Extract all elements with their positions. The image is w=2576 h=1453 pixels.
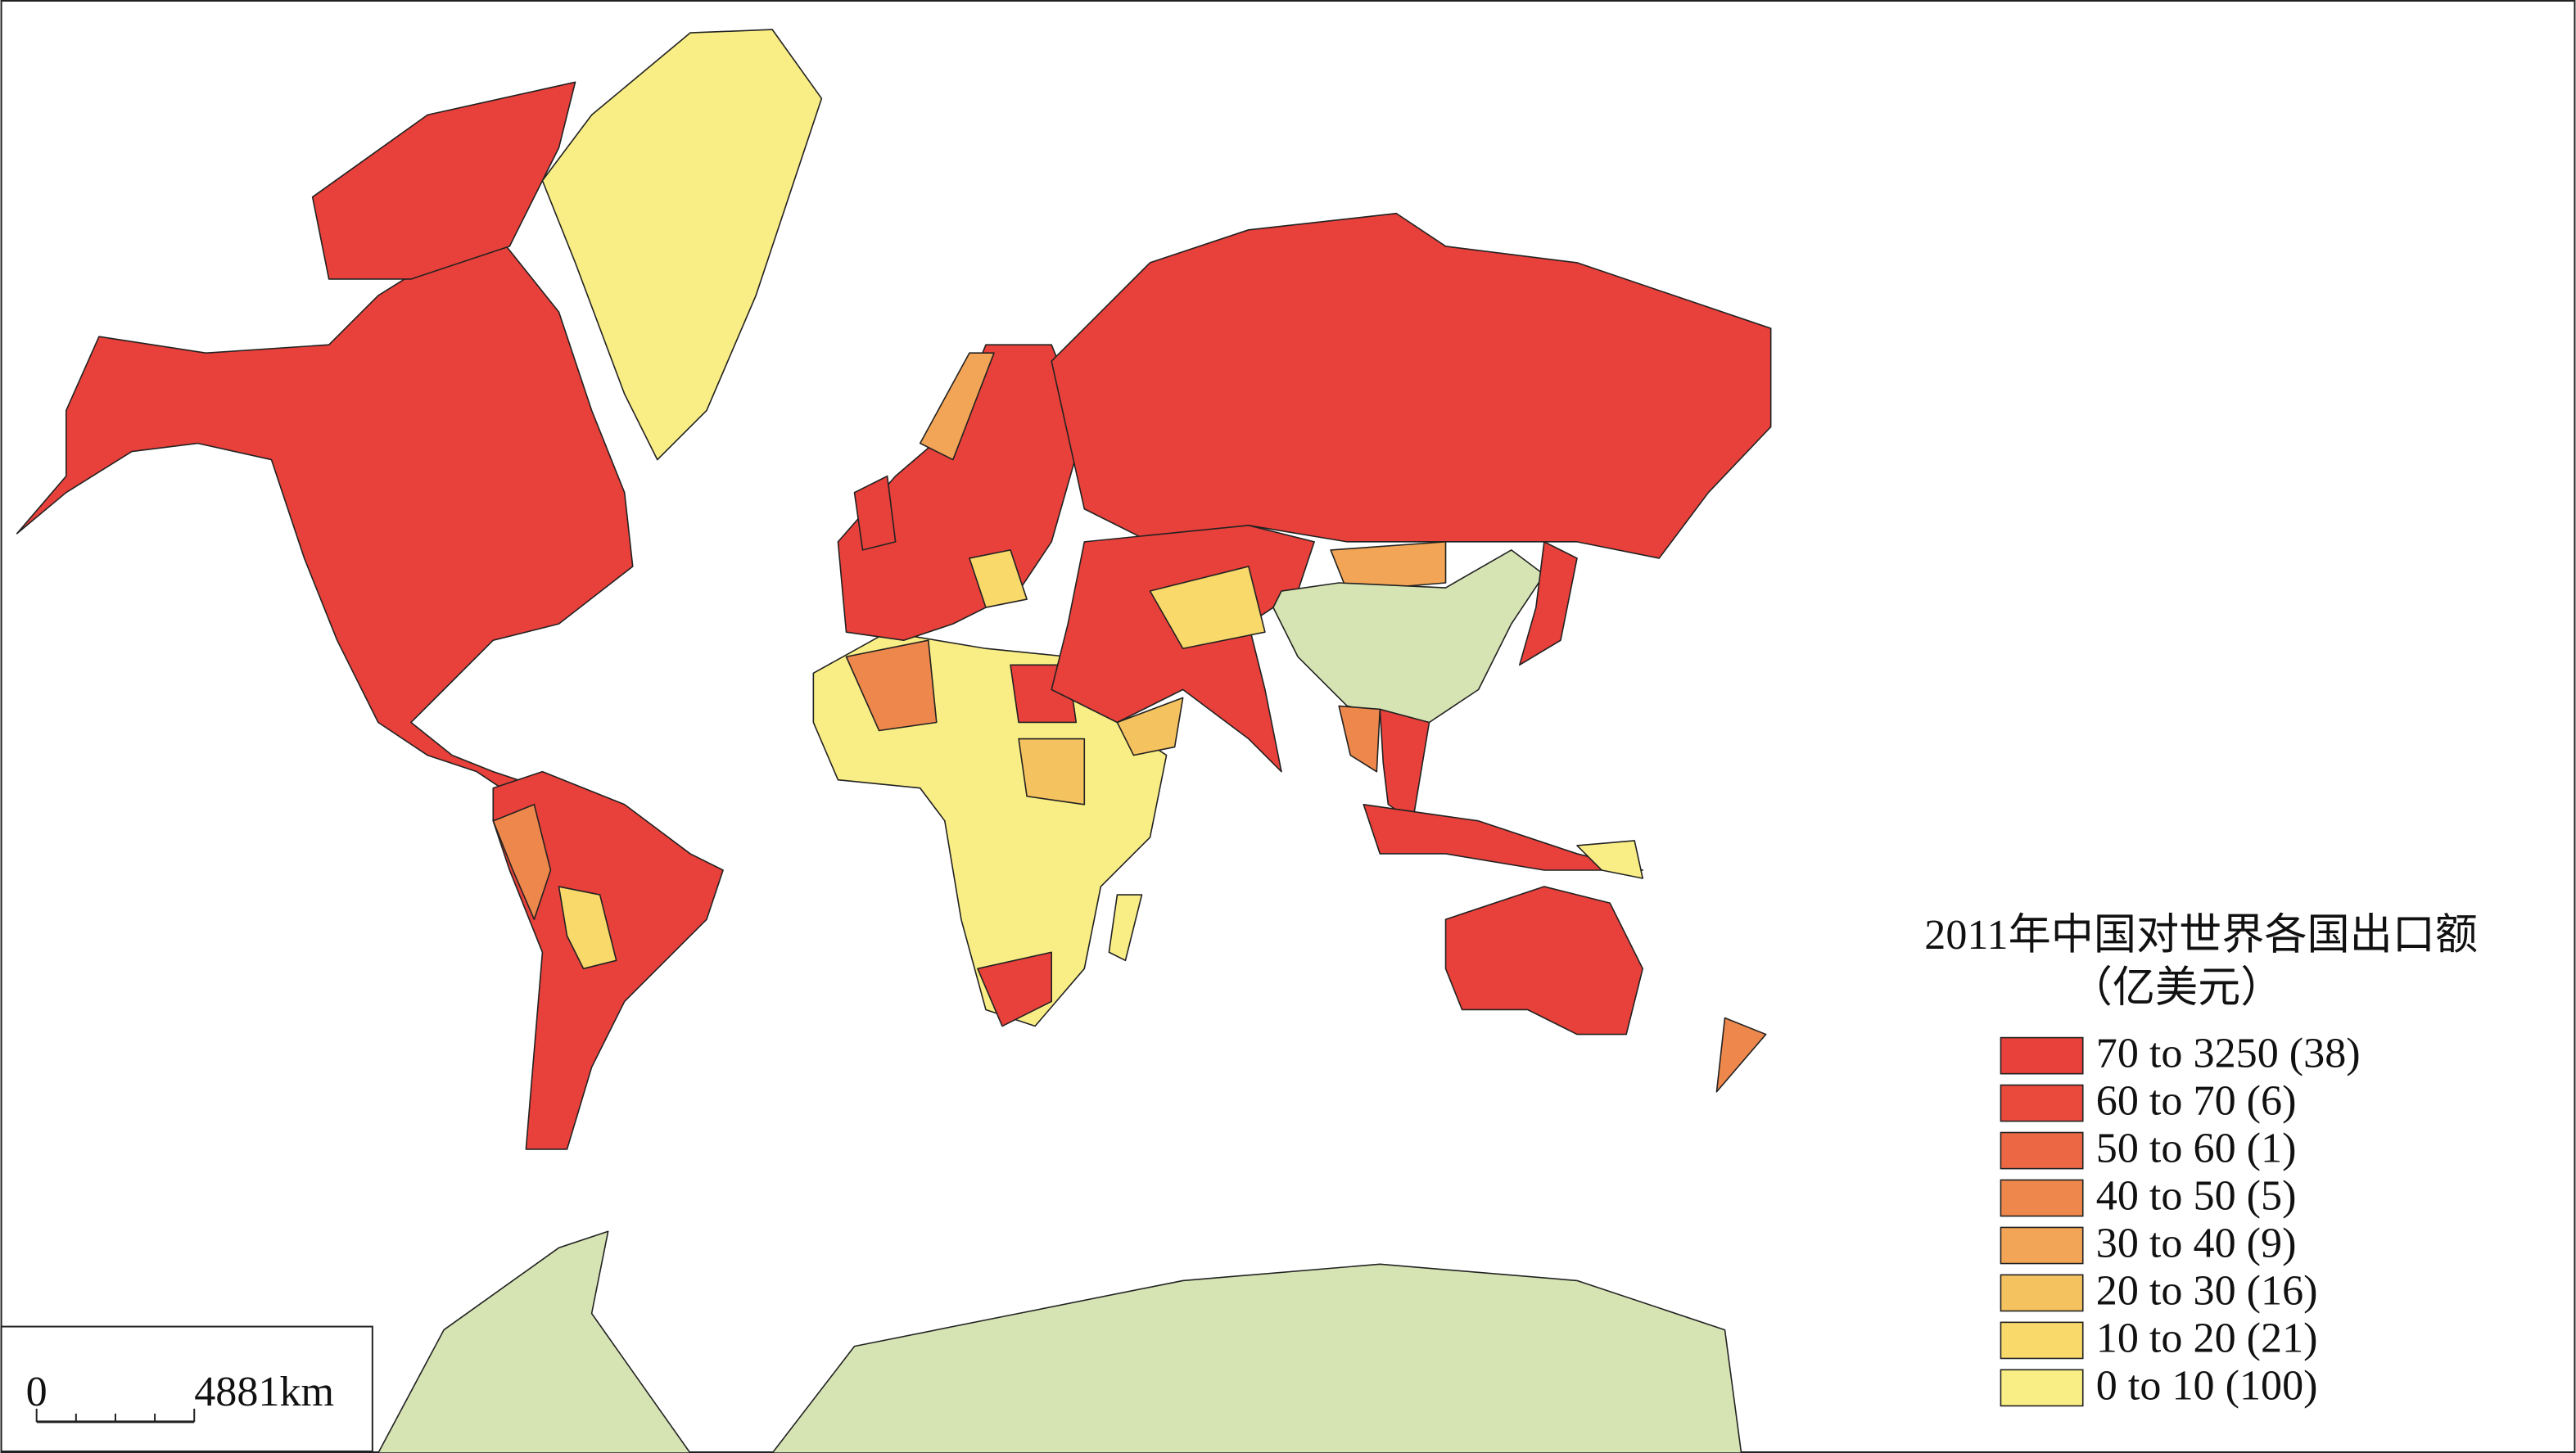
scandinavia <box>919 352 995 461</box>
legend-title: 2011年中国对世界各国出口额 <box>1924 912 2478 959</box>
scale-start: 0 <box>26 1369 47 1415</box>
countries <box>16 29 1772 1453</box>
balkans <box>969 549 1028 608</box>
australia <box>1444 886 1644 1036</box>
arabia-south <box>1116 697 1184 756</box>
china <box>1272 549 1545 724</box>
mongolia <box>1330 541 1447 592</box>
legend-label: 50 to 60 (1) <box>2096 1126 2297 1172</box>
japan <box>1518 541 1578 666</box>
legend-label: 10 to 20 (21) <box>2096 1315 2318 1361</box>
legend-label: 0 to 10 (100) <box>2096 1362 2318 1409</box>
legend-subtitle: （亿美元） <box>2070 964 2284 1011</box>
central-asia <box>1149 566 1266 650</box>
arctic-islands <box>311 81 576 280</box>
legend-swatch <box>2000 1321 2084 1360</box>
antarctica-east <box>771 1263 1742 1453</box>
legend-label: 30 to 40 (9) <box>2096 1220 2297 1266</box>
legend-swatch <box>2000 1274 2084 1312</box>
legend-swatch <box>2000 1036 2084 1075</box>
bolivia-paraguay <box>558 886 617 970</box>
south-africa <box>977 951 1052 1027</box>
papua <box>1576 840 1644 879</box>
andes <box>492 803 552 920</box>
united-kingdom <box>853 475 897 551</box>
madagascar <box>1108 894 1143 962</box>
legend-label: 70 to 3250 (38) <box>2096 1031 2361 1077</box>
africa <box>812 631 1168 1027</box>
legend-swatch <box>2000 1131 2084 1170</box>
west-africa <box>845 639 938 732</box>
legend-swatch <box>2000 1179 2084 1217</box>
new-zealand <box>1715 1017 1767 1093</box>
legend-swatch <box>2000 1084 2084 1122</box>
scale-end: 4881km <box>194 1369 334 1415</box>
scale-box <box>0 1325 373 1452</box>
legend-swatch <box>2000 1369 2084 1407</box>
east-africa <box>1018 738 1086 805</box>
myanmar <box>1338 705 1381 773</box>
legend-label: 60 to 70 (6) <box>2096 1078 2297 1125</box>
greenland <box>541 29 823 461</box>
indonesia <box>1363 803 1644 871</box>
legend: 2011年中国对世界各国出口额 （亿美元） 70 to 3250 (38)60 … <box>1924 912 2478 1409</box>
legend-label: 40 to 50 (5) <box>2096 1172 2297 1219</box>
legend-label: 20 to 30 (16) <box>2096 1267 2318 1314</box>
legend-swatch <box>2000 1226 2084 1265</box>
scale-bar: 0 4881km <box>0 1325 373 1452</box>
